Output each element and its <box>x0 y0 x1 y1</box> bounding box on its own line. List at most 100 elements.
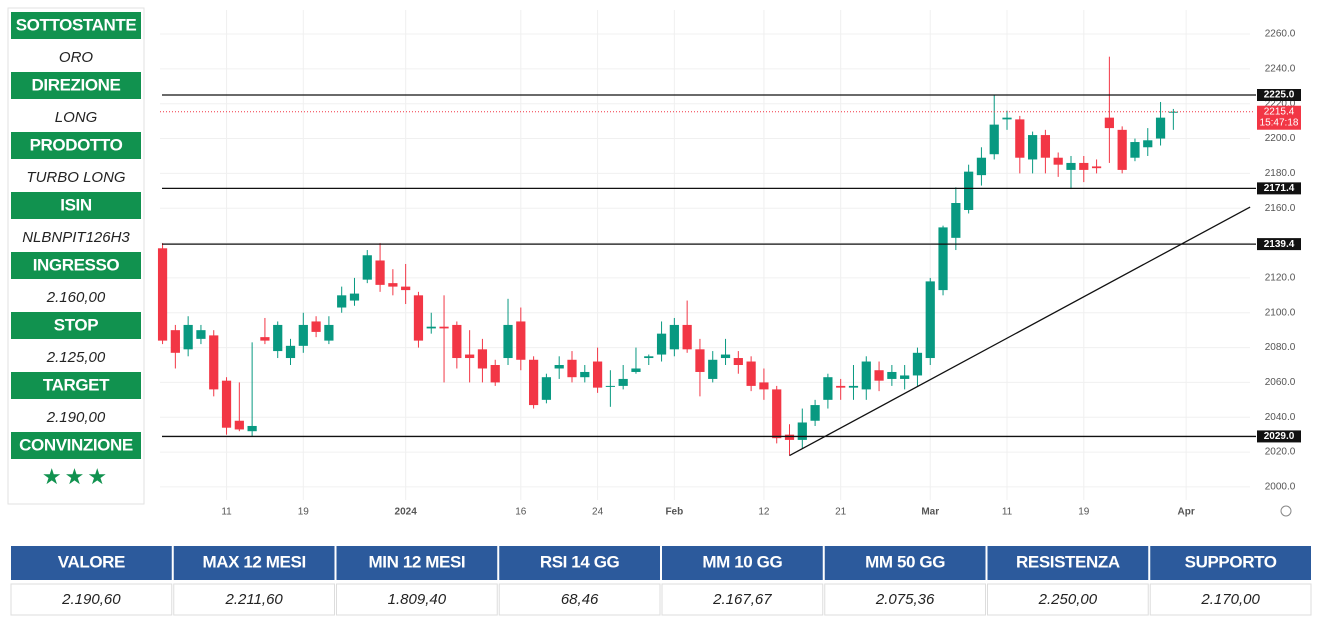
sidebar-value: 2.125,00 <box>46 349 106 366</box>
y-tick-label: 2240.0 <box>1265 64 1296 75</box>
table-value-cell <box>10 583 173 616</box>
x-tick-label: 19 <box>1078 507 1090 518</box>
candle-body <box>541 377 552 400</box>
candle-body <box>490 365 500 383</box>
candle-body <box>477 349 488 369</box>
level-box <box>1257 430 1301 443</box>
sidebar-header <box>11 252 141 279</box>
candle-body <box>797 422 807 440</box>
table-value-cell <box>987 583 1149 616</box>
candle-body <box>964 171 974 210</box>
table-header-cell <box>11 546 172 580</box>
candle-body <box>810 405 820 421</box>
candle-body <box>452 324 462 359</box>
sidebar-header <box>11 372 141 399</box>
candle-body <box>298 324 308 346</box>
table-header-cell <box>173 546 335 580</box>
table-value: 2.211,60 <box>224 591 283 608</box>
table-header: SUPPORTO <box>1185 552 1277 571</box>
table-value: 2.170,00 <box>1200 591 1260 608</box>
candle-body <box>375 260 385 285</box>
candle-body <box>260 337 270 341</box>
candle-body <box>439 326 449 329</box>
table-value-cell <box>661 583 824 616</box>
table-value-cell <box>173 583 335 616</box>
candle-body <box>1117 129 1127 170</box>
candle-body <box>311 321 321 332</box>
sidebar-value: ORO <box>59 49 94 66</box>
candle-body <box>900 375 910 379</box>
candle-body <box>234 420 244 430</box>
last-price-box <box>1257 105 1301 130</box>
sidebar-label: TARGET <box>43 375 110 394</box>
candle-body <box>554 365 564 369</box>
sidebar-label: PRODOTTO <box>30 135 123 154</box>
level-label: 2029.0 <box>1264 431 1295 442</box>
candle-body <box>912 352 923 376</box>
table-value: 68,46 <box>561 591 599 608</box>
y-tick-label: 2200.0 <box>1265 133 1296 144</box>
sidebar-header <box>11 192 141 219</box>
candle-body <box>1130 142 1140 158</box>
x-tick-label: 21 <box>835 507 847 518</box>
candle-body <box>605 385 615 387</box>
candle-body <box>209 335 219 390</box>
sidebar-value: LONG <box>55 109 98 126</box>
level-box <box>1257 89 1301 102</box>
table-header-cell <box>1150 546 1311 580</box>
table-value-cell <box>824 583 986 616</box>
table-header: RESISTENZA <box>1016 552 1120 571</box>
level-label: 2139.4 <box>1264 239 1295 250</box>
y-tick-label: 2000.0 <box>1265 482 1296 493</box>
sidebar-label: STOP <box>54 315 98 334</box>
candle-body <box>976 157 987 176</box>
candle-body <box>196 330 206 339</box>
y-tick-label: 2120.0 <box>1265 273 1296 284</box>
x-tick-label: Apr <box>1178 507 1195 518</box>
y-tick-label: 2040.0 <box>1265 412 1296 423</box>
table-header: VALORE <box>58 552 125 571</box>
sidebar-label: INGRESSO <box>33 255 120 274</box>
table-value: 2.250,00 <box>1038 591 1098 608</box>
candle-body <box>1053 157 1063 165</box>
sidebar-value: TURBO LONG <box>26 169 126 186</box>
candle-body <box>1155 117 1166 139</box>
x-tick-label: 11 <box>1002 507 1013 518</box>
level-label: 2225.0 <box>1264 90 1295 101</box>
countdown-label: 15:47:18 <box>1260 117 1299 128</box>
candle-body <box>989 124 999 155</box>
candle-body <box>1168 111 1178 113</box>
candle-body <box>388 283 398 287</box>
x-tick-label: Mar <box>921 507 939 518</box>
candle-body <box>644 356 654 359</box>
candle-body <box>733 358 743 366</box>
sidebar-label: CONVINZIONE <box>19 435 133 454</box>
candle-body <box>401 286 411 291</box>
candle-body <box>1091 166 1102 169</box>
candle-body <box>324 324 334 341</box>
x-tick-label: 24 <box>592 507 604 518</box>
table-header: MIN 12 MESI <box>369 552 466 571</box>
sidebar-header <box>11 72 141 99</box>
candle-body <box>1143 140 1153 148</box>
y-tick-label: 2180.0 <box>1265 168 1296 179</box>
table-header-cell <box>662 546 823 580</box>
candle-body <box>682 324 692 350</box>
settings-icon[interactable] <box>1280 505 1292 517</box>
candle-body <box>1015 119 1025 158</box>
candle-body <box>669 324 679 350</box>
candle-body <box>656 333 667 355</box>
x-tick-label: 2024 <box>395 507 418 518</box>
candle-body <box>1002 117 1012 120</box>
trend-line <box>789 206 1251 457</box>
candle-body <box>221 380 232 428</box>
y-tick-label: 2160.0 <box>1265 203 1296 214</box>
candle-body <box>708 359 718 379</box>
candle-body <box>1066 162 1076 170</box>
y-tick-label: 2100.0 <box>1265 307 1296 318</box>
level-label: 2171.4 <box>1264 183 1295 194</box>
sidebar-value: NLBNPIT126H3 <box>22 229 130 246</box>
candle-body <box>567 359 577 378</box>
candle-body <box>784 434 795 440</box>
sidebar-value: 2.160,00 <box>46 289 106 306</box>
